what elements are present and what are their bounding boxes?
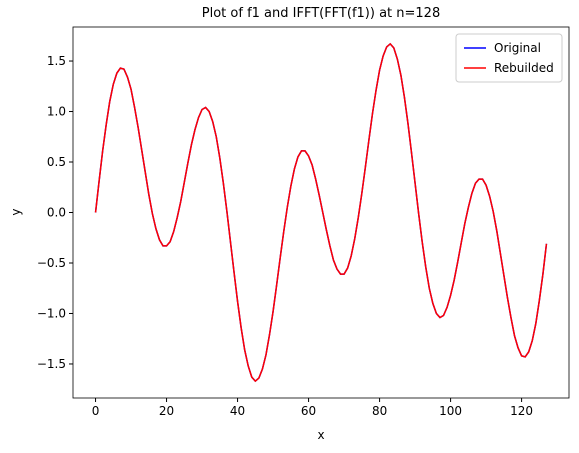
x-tick-label: 0: [92, 404, 100, 418]
legend-label: Rebuilded: [494, 61, 554, 75]
line-series: [94, 42, 548, 383]
y-tick-label: 1.5: [47, 54, 66, 68]
x-tick-label: 20: [159, 404, 174, 418]
y-tick-label: −0.5: [37, 256, 66, 270]
x-axis-label: x: [317, 428, 324, 442]
y-tick-label: −1.0: [37, 306, 66, 320]
chart-title: Plot of f1 and IFFT(FFT(f1)) at n=128: [202, 6, 440, 21]
x-tick-label: 80: [372, 404, 387, 418]
y-tick-label: 0.5: [47, 155, 66, 169]
y-tick-label: −1.5: [37, 357, 66, 371]
x-tick-label: 40: [230, 404, 245, 418]
legend-box: [455, 33, 563, 83]
x-tick-label: 60: [301, 404, 316, 418]
y-tick-label: 0.0: [47, 206, 66, 220]
line-series: [94, 42, 548, 383]
x-tick-label: 100: [439, 404, 462, 418]
plot-frame: [72, 26, 570, 399]
y-tick-label: 1.0: [47, 105, 66, 119]
legend-label: Original: [494, 41, 541, 55]
y-axis-label: y: [9, 208, 23, 215]
x-tick-label: 120: [510, 404, 533, 418]
